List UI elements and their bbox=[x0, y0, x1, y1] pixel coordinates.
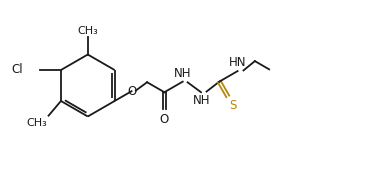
Text: O: O bbox=[127, 85, 137, 98]
Text: CH₃: CH₃ bbox=[26, 118, 47, 128]
Text: HN: HN bbox=[229, 56, 246, 69]
Text: O: O bbox=[160, 113, 169, 126]
Text: Cl: Cl bbox=[12, 63, 24, 76]
Text: S: S bbox=[229, 99, 237, 112]
Text: NH: NH bbox=[174, 67, 192, 80]
Text: CH₃: CH₃ bbox=[77, 26, 98, 36]
Text: NH: NH bbox=[192, 94, 210, 107]
